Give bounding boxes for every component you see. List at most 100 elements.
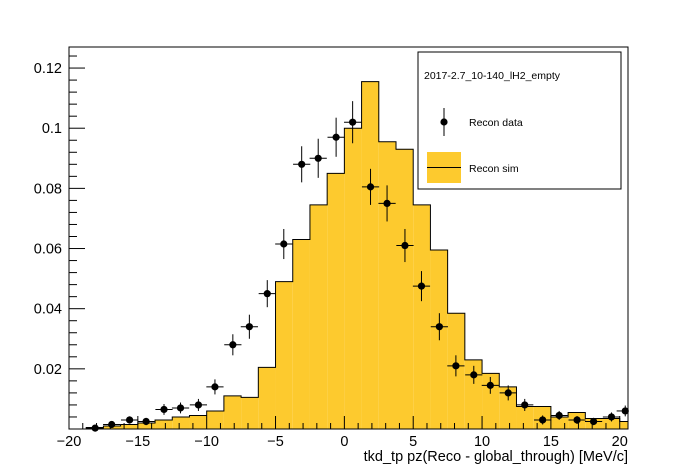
data-point <box>171 402 190 414</box>
data-marker <box>245 323 253 331</box>
data-marker <box>263 290 271 298</box>
data-marker <box>366 183 375 191</box>
x-tick-label: −5 <box>267 434 284 450</box>
sim-bin <box>619 421 628 429</box>
legend-data-marker <box>440 118 448 126</box>
sim-bin <box>309 204 328 429</box>
data-points <box>86 101 629 432</box>
data-point <box>120 416 139 424</box>
data-marker <box>280 240 288 248</box>
data-point <box>481 376 499 394</box>
y-axis: 0.02 0.04 0.06 0.08 0.1 0.12 <box>34 55 85 418</box>
data-marker <box>194 401 203 409</box>
sim-bin <box>499 386 517 429</box>
sim-bin <box>396 149 414 430</box>
data-point <box>189 398 208 411</box>
data-marker <box>383 199 391 208</box>
data-point <box>293 146 311 183</box>
data-point <box>361 168 380 205</box>
data-point <box>378 185 396 222</box>
x-axis: −20 −15 −10 −5 0 5 10 15 20 <box>57 416 628 450</box>
y-tick-label: 0.06 <box>34 242 62 258</box>
data-point <box>275 228 293 260</box>
y-tick-label: 0.1 <box>42 121 62 137</box>
data-point <box>309 138 327 178</box>
data-marker <box>91 424 99 432</box>
data-marker <box>298 160 306 168</box>
plot-frame <box>68 46 629 430</box>
data-point <box>224 334 242 356</box>
data-point <box>396 228 414 263</box>
data-marker <box>314 154 322 162</box>
sim-bin <box>602 418 620 429</box>
data-point <box>344 101 362 144</box>
data-marker <box>125 416 134 424</box>
data-marker <box>349 118 357 126</box>
data-marker <box>573 416 581 424</box>
y-tick-label: 0.04 <box>34 302 62 318</box>
y-tick-label: 0.08 <box>34 181 62 197</box>
y-tick-label: 0.02 <box>34 362 62 378</box>
sim-bin <box>120 424 138 429</box>
legend: 2017-2.7_10-140_lH2_empty Recon data Rec… <box>417 51 622 190</box>
data-point <box>327 117 345 157</box>
x-tick-label: 5 <box>409 434 417 450</box>
data-point <box>412 271 431 302</box>
sim-bin <box>275 281 293 429</box>
x-tick-label: −20 <box>57 434 82 450</box>
x-tick-label: −15 <box>126 434 151 450</box>
sim-bin <box>464 359 483 429</box>
sim-bin <box>189 415 207 429</box>
sim-bin <box>413 204 431 429</box>
data-point <box>137 417 155 426</box>
y-tick-label: 0.12 <box>34 61 62 77</box>
data-point <box>516 398 534 411</box>
sim-bin <box>137 422 156 429</box>
data-marker <box>401 241 409 250</box>
sim-bin <box>241 397 259 429</box>
data-marker <box>621 407 629 415</box>
x-tick-label: 0 <box>340 434 348 450</box>
data-marker <box>108 420 116 429</box>
sim-bin <box>155 419 173 429</box>
data-point <box>616 405 629 417</box>
data-marker <box>176 404 185 412</box>
data-marker <box>160 405 168 414</box>
sim-bin <box>206 410 224 429</box>
x-axis-label: tkd_tp pz(Reco - global_through) [MeV/c] <box>364 449 628 465</box>
sim-bin <box>344 128 362 430</box>
data-point <box>206 379 224 395</box>
data-marker <box>521 401 529 409</box>
data-point <box>430 313 448 341</box>
data-point <box>534 415 552 425</box>
data-marker <box>211 383 219 391</box>
legend-header: 2017-2.7_10-140_lH2_empty <box>424 70 561 82</box>
data-marker <box>486 381 494 389</box>
data-marker <box>452 362 460 370</box>
sim-bin <box>516 406 534 429</box>
data-point <box>465 365 483 384</box>
data-point <box>447 355 465 377</box>
x-tick-label: −10 <box>194 434 219 450</box>
legend-entry-data: Recon data <box>469 117 523 129</box>
sim-bin <box>223 395 242 429</box>
data-marker <box>555 411 563 420</box>
sim-bin <box>258 367 276 429</box>
data-marker <box>470 371 478 379</box>
data-point <box>499 385 517 401</box>
sim-bin <box>378 141 397 429</box>
sim-bin <box>361 81 379 430</box>
sim-histogram <box>69 81 628 430</box>
data-marker <box>435 323 443 331</box>
x-tick-label: 10 <box>474 434 490 450</box>
data-marker <box>589 417 598 426</box>
sim-bin <box>292 239 310 429</box>
data-point <box>155 404 173 415</box>
x-tick-label: 20 <box>612 434 628 450</box>
sim-bin <box>327 173 345 429</box>
legend-entry-sim: Recon sim <box>469 163 519 175</box>
sim-bin <box>172 416 190 429</box>
data-marker <box>142 417 150 426</box>
data-marker <box>607 413 616 421</box>
